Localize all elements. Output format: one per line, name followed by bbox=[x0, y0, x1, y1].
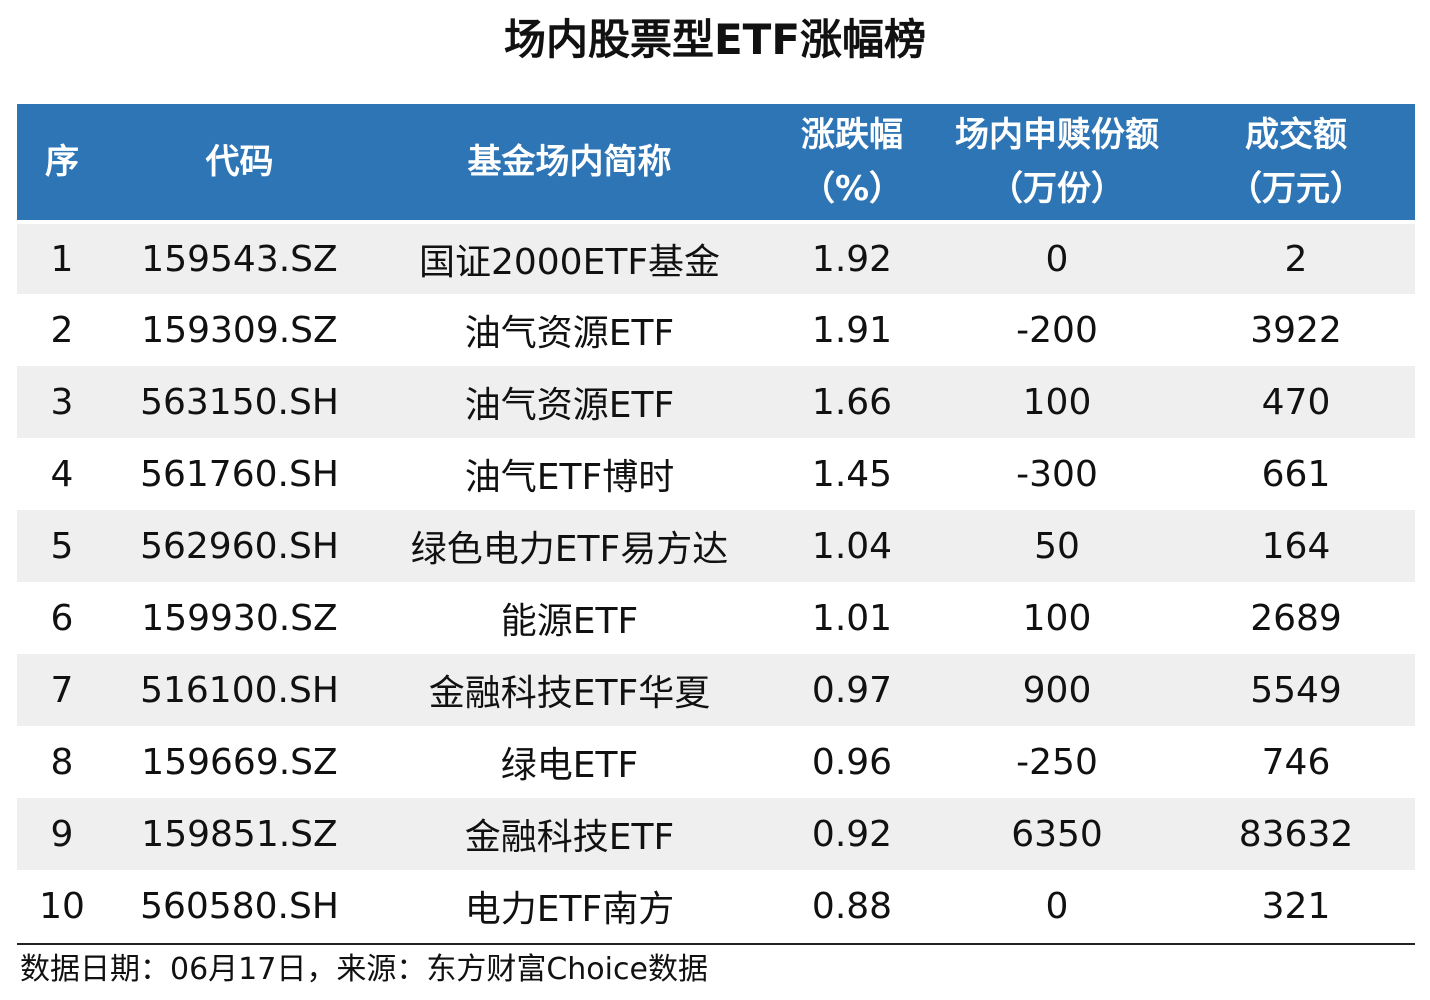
table-row: 6 159930.SZ 能源ETF 1.01 100 2689 bbox=[17, 582, 1415, 654]
header-shares: 场内申赎份额 （万份） bbox=[937, 104, 1177, 222]
header-turnover-unit: （万元） bbox=[1228, 169, 1364, 209]
shares-cell: -250 bbox=[1016, 741, 1098, 783]
shares-cell: -300 bbox=[1016, 453, 1098, 495]
name-cell: 金融科技ETF华夏 bbox=[428, 673, 711, 714]
header-code: 代码 bbox=[107, 104, 372, 222]
header-turnover-label: 成交额 bbox=[1245, 115, 1347, 155]
change-cell: 1.45 bbox=[811, 453, 893, 495]
code-cell: 516100.SH bbox=[140, 669, 339, 711]
table-row: 7 516100.SH 金融科技ETF华夏 0.97 900 5549 bbox=[17, 654, 1415, 726]
code-cell: 561760.SH bbox=[140, 453, 339, 495]
shares-cell: 50 bbox=[1034, 525, 1080, 567]
name-cell: 国证2000ETF基金 bbox=[372, 220, 767, 294]
header-change-label: 涨跌幅 bbox=[801, 115, 903, 155]
rank-cell: 3 bbox=[50, 381, 74, 423]
rank-cell: 8 bbox=[50, 741, 74, 783]
code-cell: 159930.SZ bbox=[141, 597, 338, 639]
table-row: 10 560580.SH 电力ETF南方 0.88 0 321 bbox=[17, 870, 1415, 942]
code-cell: 562960.SH bbox=[140, 525, 339, 567]
turnover-cell: 3922 bbox=[1250, 309, 1342, 351]
name-cell: 能源ETF bbox=[500, 601, 639, 642]
turnover-cell: 661 bbox=[1261, 453, 1331, 495]
change-cell: 0.97 bbox=[811, 669, 893, 711]
change-cell: 1.66 bbox=[811, 381, 893, 423]
code-cell: 159851.SZ bbox=[141, 813, 338, 855]
header-shares-unit: （万份） bbox=[989, 169, 1125, 209]
header-change: 涨跌幅 （%） bbox=[767, 104, 937, 222]
code-cell: 159543.SZ bbox=[107, 220, 372, 294]
table-row: 5 562960.SH 绿色电力ETF易方达 1.04 50 164 bbox=[17, 510, 1415, 582]
name-cell: 油气ETF博时 bbox=[464, 457, 675, 498]
rank-cell: 7 bbox=[50, 669, 74, 711]
change-cell: 1.92 bbox=[767, 220, 937, 294]
page-title: 场内股票型ETF涨幅榜 bbox=[503, 15, 927, 64]
name-cell: 绿电ETF bbox=[500, 745, 639, 786]
shares-cell: -200 bbox=[1016, 309, 1098, 351]
header-turnover: 成交额 （万元） bbox=[1177, 104, 1415, 222]
name-cell: 油气资源ETF bbox=[464, 385, 675, 426]
rank-cell: 4 bbox=[50, 453, 74, 495]
change-cell: 0.92 bbox=[811, 813, 893, 855]
turnover-cell: 746 bbox=[1261, 741, 1331, 783]
source-footnote: 数据日期：06月17日，来源：东方财富Choice数据 bbox=[20, 952, 708, 987]
turnover-cell: 321 bbox=[1261, 885, 1331, 927]
name-cell: 金融科技ETF bbox=[464, 817, 675, 858]
table-row: 3 563150.SH 油气资源ETF 1.66 100 470 bbox=[17, 366, 1415, 438]
code-cell: 159309.SZ bbox=[141, 309, 338, 351]
turnover-cell: 470 bbox=[1261, 381, 1331, 423]
turnover-cell: 2689 bbox=[1250, 597, 1342, 639]
change-cell: 0.88 bbox=[811, 885, 893, 927]
code-cell: 159669.SZ bbox=[141, 741, 338, 783]
shares-cell: 6350 bbox=[1011, 813, 1103, 855]
header-shares-label: 场内申赎份额 bbox=[955, 115, 1159, 155]
header-rank: 序 bbox=[17, 104, 107, 222]
name-cell: 电力ETF南方 bbox=[464, 889, 675, 930]
etf-ranking-table: 序 代码 基金场内简称 涨跌幅 （%） 场内申赎份额 （万份） 成交额 （万元） bbox=[17, 104, 1415, 942]
header-code-label: 代码 bbox=[205, 142, 274, 182]
table-row: 8 159669.SZ 绿电ETF 0.96 -250 746 bbox=[17, 726, 1415, 798]
shares-cell: 0 bbox=[937, 220, 1177, 294]
turnover-cell: 83632 bbox=[1238, 813, 1354, 855]
table-row: 2 159309.SZ 油气资源ETF 1.91 -200 3922 bbox=[17, 294, 1415, 366]
header-change-unit: （%） bbox=[800, 169, 904, 209]
code-cell: 563150.SH bbox=[140, 381, 339, 423]
table-row: 1 159543.SZ 国证2000ETF基金 1.92 0 2 bbox=[17, 220, 1415, 294]
rank-cell: 1 bbox=[17, 220, 107, 294]
header-name-label: 基金场内简称 bbox=[467, 142, 672, 182]
table-row: 9 159851.SZ 金融科技ETF 0.92 6350 83632 bbox=[17, 798, 1415, 870]
turnover-cell: 5549 bbox=[1250, 669, 1342, 711]
change-cell: 0.96 bbox=[811, 741, 893, 783]
rank-cell: 9 bbox=[50, 813, 74, 855]
change-cell: 1.01 bbox=[811, 597, 893, 639]
rank-cell: 6 bbox=[50, 597, 74, 639]
name-cell: 油气资源ETF bbox=[464, 313, 675, 354]
header-rank-label: 序 bbox=[45, 142, 79, 182]
shares-cell: 100 bbox=[1022, 597, 1092, 639]
rank-cell: 10 bbox=[39, 885, 85, 927]
table-row: 4 561760.SH 油气ETF博时 1.45 -300 661 bbox=[17, 438, 1415, 510]
name-cell: 绿色电力ETF易方达 bbox=[410, 529, 729, 570]
rank-cell: 2 bbox=[50, 309, 74, 351]
table-header-row: 序 代码 基金场内简称 涨跌幅 （%） 场内申赎份额 （万份） 成交额 （万元） bbox=[17, 104, 1415, 222]
header-name: 基金场内简称 bbox=[372, 104, 767, 222]
shares-cell: 0 bbox=[1045, 885, 1069, 927]
footer-divider bbox=[17, 943, 1415, 945]
turnover-cell: 2 bbox=[1177, 220, 1415, 294]
shares-cell: 900 bbox=[1022, 669, 1092, 711]
code-cell: 560580.SH bbox=[140, 885, 339, 927]
change-cell: 1.91 bbox=[811, 309, 893, 351]
rank-cell: 5 bbox=[50, 525, 74, 567]
shares-cell: 100 bbox=[1022, 381, 1092, 423]
turnover-cell: 164 bbox=[1261, 525, 1331, 567]
change-cell: 1.04 bbox=[811, 525, 893, 567]
